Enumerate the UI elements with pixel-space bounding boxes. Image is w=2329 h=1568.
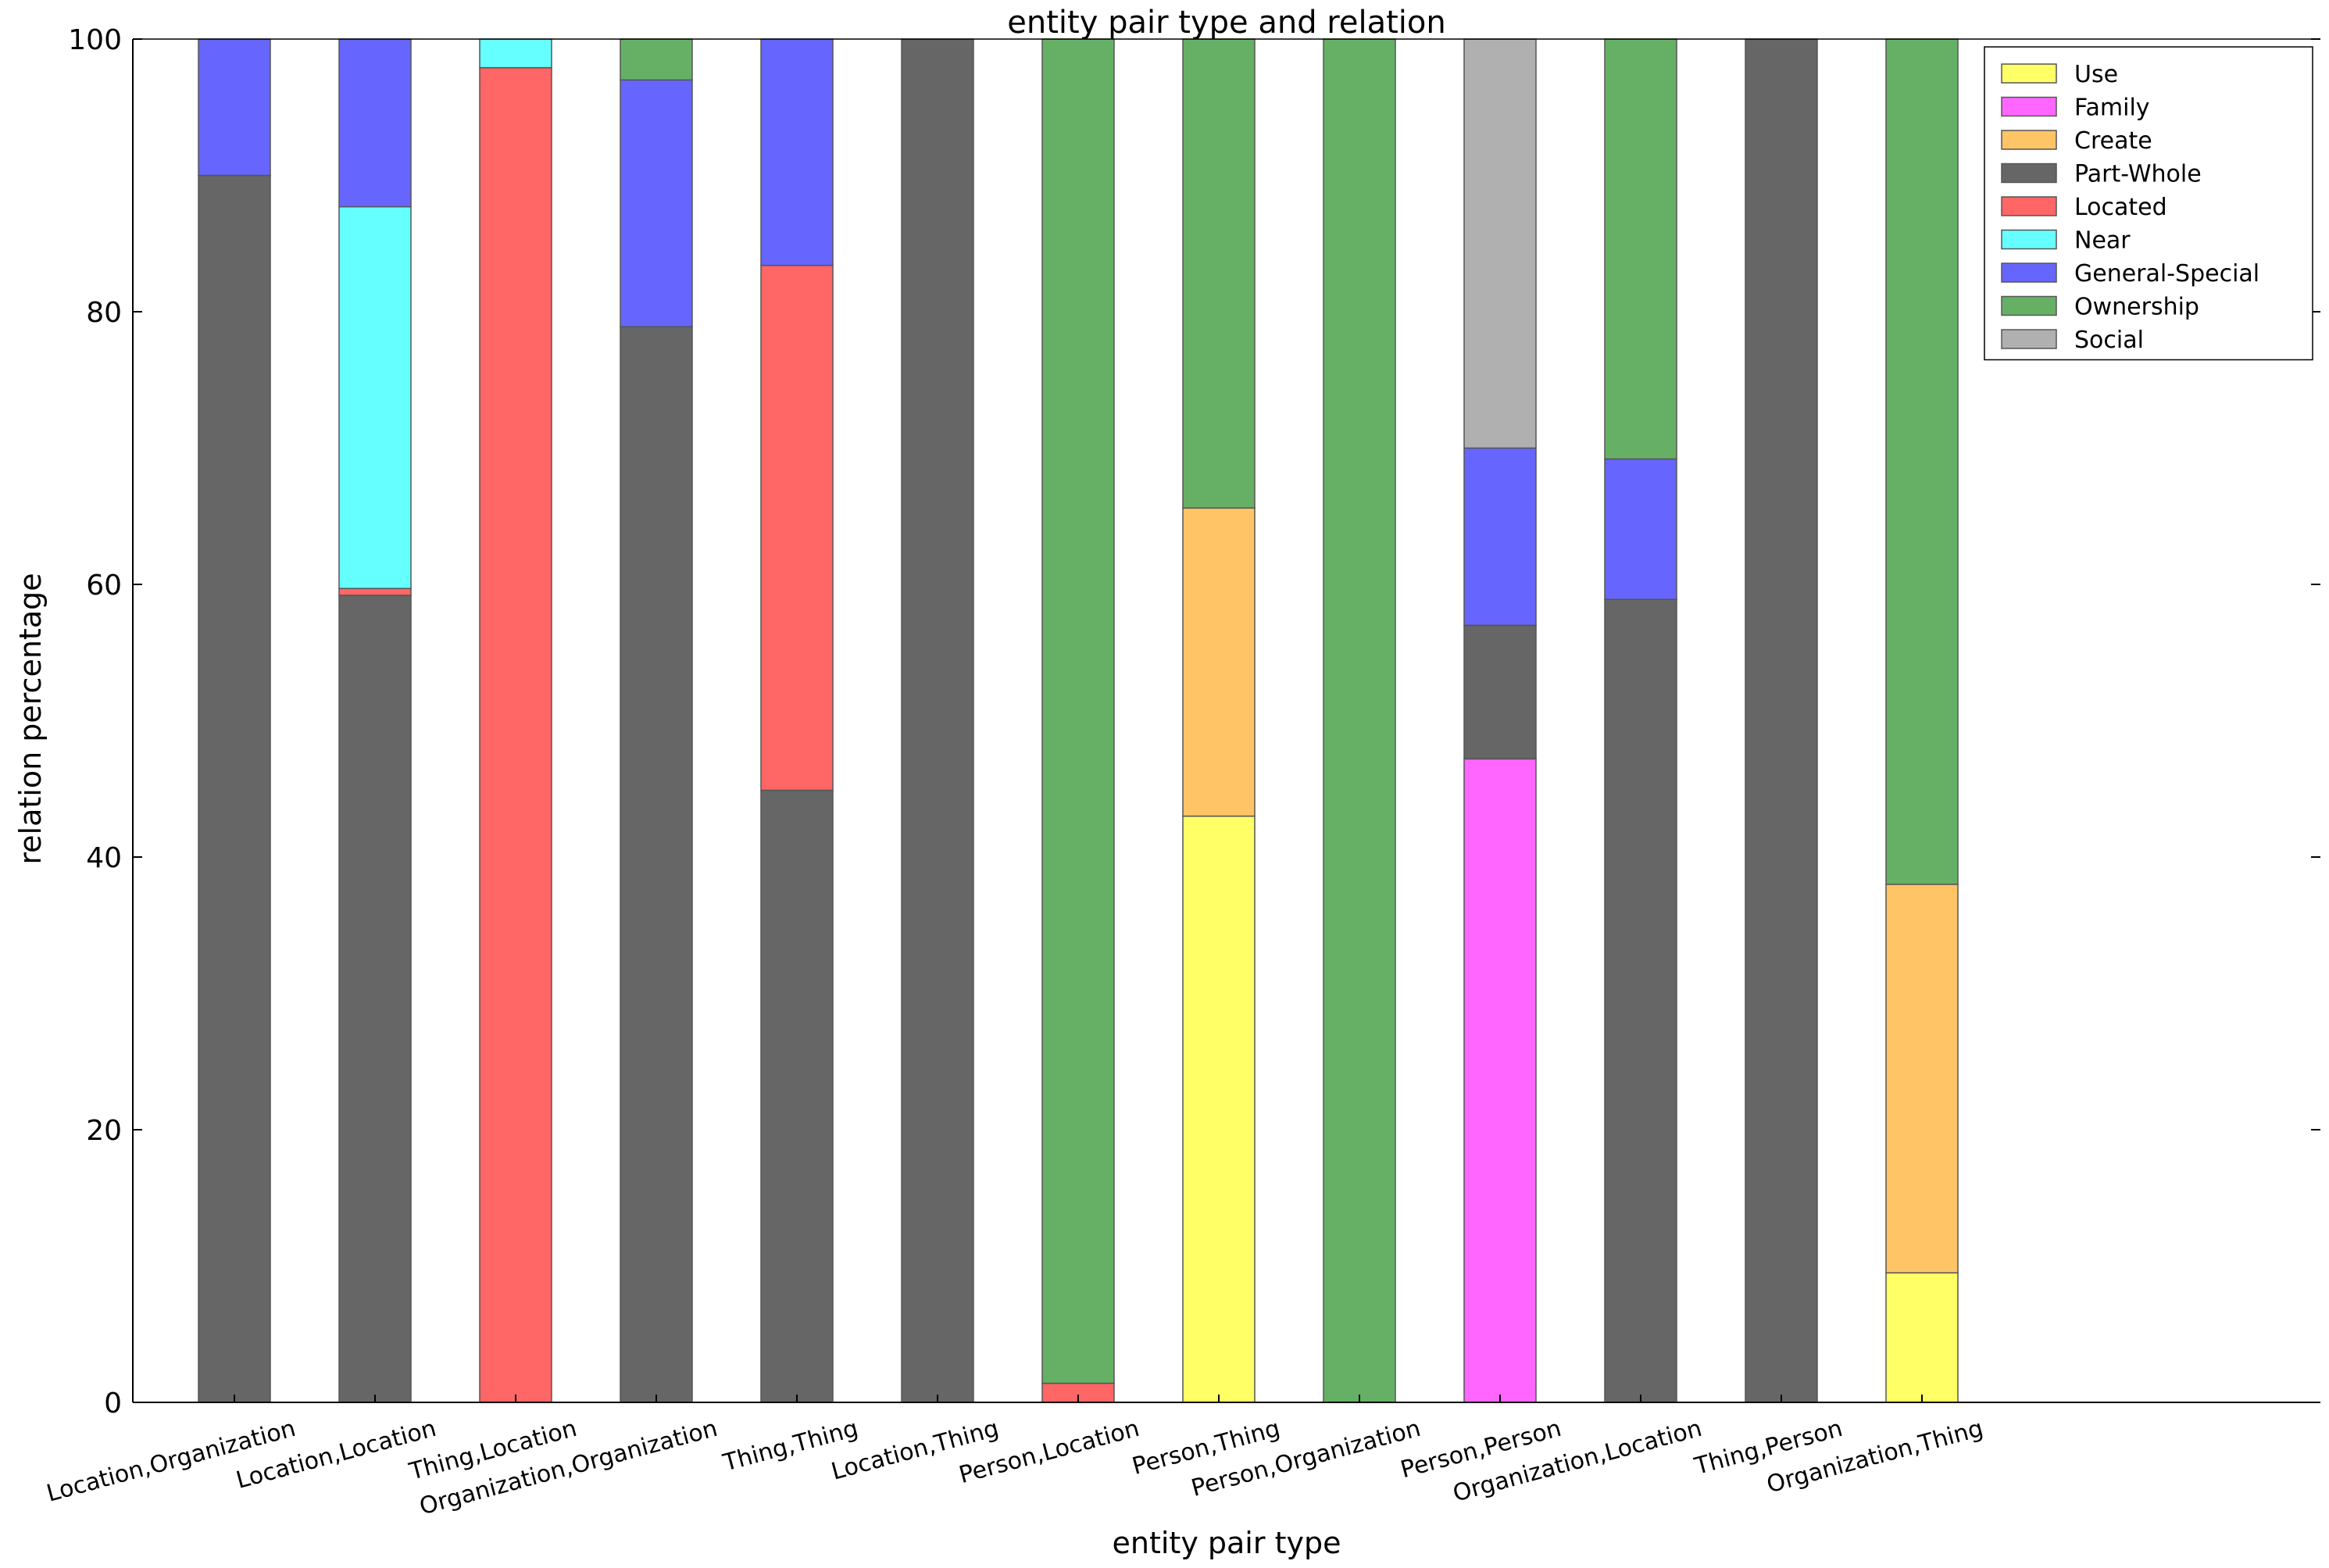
legend-swatch-general-special: [2001, 263, 2057, 283]
legend-swatch-family: [2001, 96, 2057, 117]
bar-segment-create-13: [1885, 884, 1959, 1273]
y-tick-label: 0: [104, 1388, 122, 1420]
bar-segment-general-special-10: [1463, 447, 1537, 627]
y-tick-label: 100: [68, 24, 122, 56]
bar-segment-near-3: [479, 38, 552, 69]
bar-segment-create-8: [1182, 507, 1256, 817]
bar-segment-ownership-11: [1604, 38, 1677, 460]
bar-segment-part-whole-1: [198, 174, 271, 1403]
legend-label-part-whole: Part-Whole: [2074, 161, 2202, 188]
legend-swatch-use: [2001, 63, 2057, 84]
bar-segment-general-special-11: [1604, 458, 1677, 600]
y-tick-label: 80: [86, 297, 122, 329]
legend-swatch-ownership: [2001, 295, 2057, 316]
legend-swatch-located: [2001, 196, 2057, 216]
bar-segment-near-2: [338, 205, 412, 589]
bar-segment-use-13: [1885, 1272, 1959, 1403]
bar-segment-general-special-5: [760, 38, 834, 266]
legend-swatch-near: [2001, 229, 2057, 250]
bar-segment-part-whole-6: [901, 38, 974, 1403]
y-tick-label: 40: [86, 842, 122, 874]
bar-segment-ownership-8: [1182, 38, 1256, 509]
legend-swatch-social: [2001, 329, 2057, 349]
bar-segment-part-whole-12: [1745, 38, 1818, 1403]
legend-label-use: Use: [2074, 61, 2118, 88]
bar-segment-part-whole-2: [338, 595, 412, 1403]
y-tick-label: 20: [86, 1115, 122, 1147]
legend-swatch-part-whole: [2001, 163, 2057, 184]
legend-label-near: Near: [2074, 227, 2131, 255]
bar-segment-located-5: [760, 264, 834, 791]
bar-segment-general-special-4: [620, 79, 693, 327]
bar-segment-located-3: [479, 66, 552, 1403]
bar-segment-ownership-7: [1041, 38, 1115, 1384]
bar-segment-use-8: [1182, 815, 1256, 1403]
bar-segment-general-special-2: [338, 38, 412, 208]
bar-segment-general-special-1: [198, 38, 271, 177]
bar-segment-ownership-9: [1323, 38, 1396, 1403]
legend-label-ownership: Ownership: [2074, 294, 2199, 321]
chart-title: entity pair type and relation: [1007, 5, 1445, 41]
bar-segment-ownership-4: [620, 38, 693, 81]
y-axis-label: relation percentage: [13, 573, 48, 864]
bar-segment-part-whole-5: [760, 789, 834, 1403]
y-tick-label: 60: [86, 570, 122, 602]
legend-label-family: Family: [2074, 95, 2150, 122]
bar-segment-part-whole-4: [620, 326, 693, 1403]
legend-label-general-special: General-Special: [2074, 260, 2259, 288]
bar-segment-family-10: [1463, 758, 1537, 1403]
x-axis-label: entity pair type: [1113, 1526, 1341, 1560]
legend-label-social: Social: [2074, 327, 2144, 354]
legend-label-create: Create: [2074, 127, 2152, 155]
bar-segment-part-whole-10: [1463, 624, 1537, 760]
bar-segment-part-whole-11: [1604, 598, 1677, 1403]
bar-segment-located-2: [338, 588, 412, 596]
bar-segment-ownership-13: [1885, 38, 1959, 885]
bar-segment-social-10: [1463, 38, 1537, 449]
legend-swatch-create: [2001, 130, 2057, 150]
legend: Use Family Create Part-Whole Located Near Gene…: [1984, 46, 2313, 361]
legend-label-located: Located: [2074, 194, 2167, 221]
bar-layer: [198, 38, 1959, 1403]
